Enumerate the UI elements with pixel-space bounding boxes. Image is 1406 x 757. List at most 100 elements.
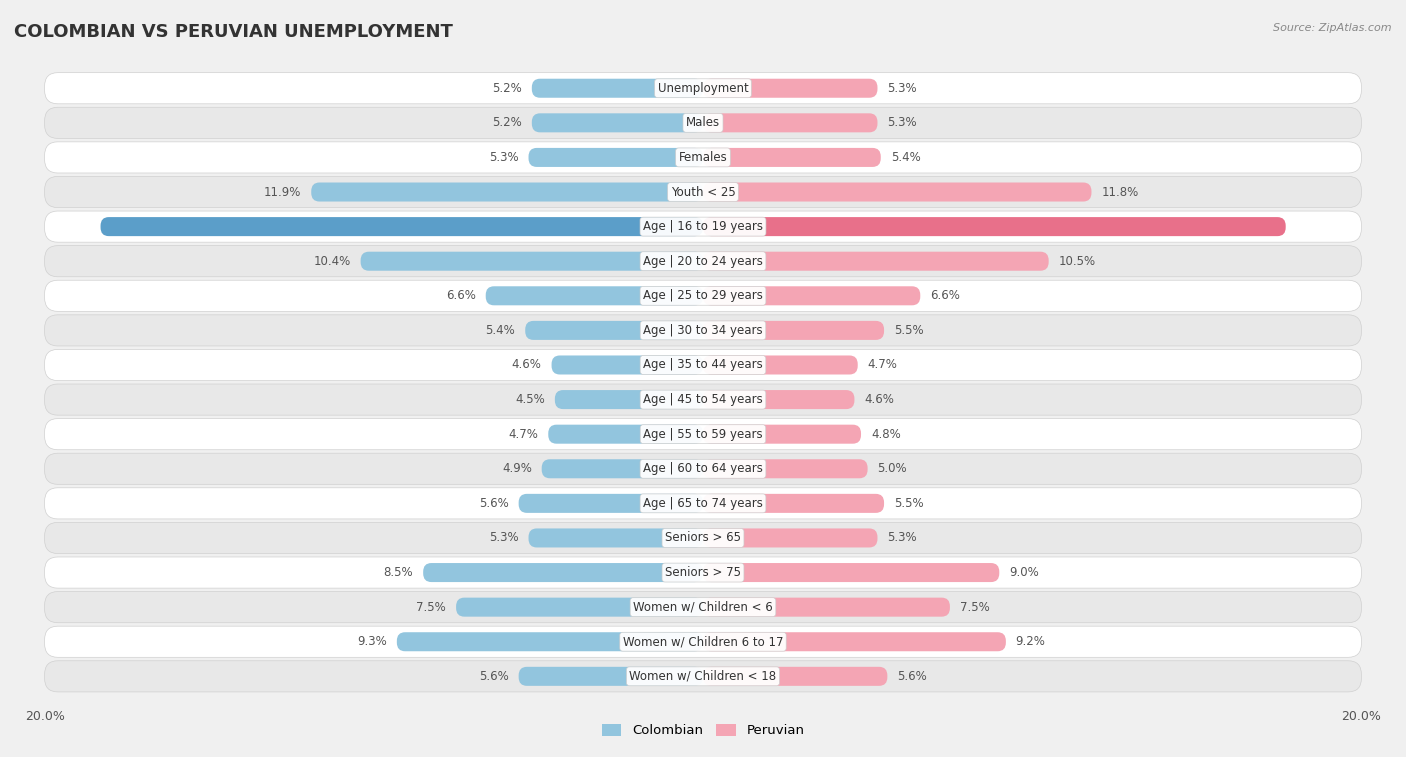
FancyBboxPatch shape (45, 176, 1361, 207)
Text: 18.3%: 18.3% (55, 220, 96, 233)
Text: Age | 65 to 74 years: Age | 65 to 74 years (643, 497, 763, 510)
Text: COLOMBIAN VS PERUVIAN UNEMPLOYMENT: COLOMBIAN VS PERUVIAN UNEMPLOYMENT (14, 23, 453, 41)
Text: 5.6%: 5.6% (479, 670, 509, 683)
Text: Women w/ Children 6 to 17: Women w/ Children 6 to 17 (623, 635, 783, 648)
FancyBboxPatch shape (555, 390, 703, 409)
Text: 5.4%: 5.4% (890, 151, 921, 164)
FancyBboxPatch shape (531, 79, 703, 98)
FancyBboxPatch shape (548, 425, 703, 444)
FancyBboxPatch shape (703, 182, 1091, 201)
FancyBboxPatch shape (101, 217, 703, 236)
FancyBboxPatch shape (45, 488, 1361, 519)
FancyBboxPatch shape (45, 661, 1361, 692)
FancyBboxPatch shape (703, 356, 858, 375)
Text: 5.3%: 5.3% (489, 531, 519, 544)
Text: 4.5%: 4.5% (515, 393, 546, 406)
FancyBboxPatch shape (311, 182, 703, 201)
Text: Source: ZipAtlas.com: Source: ZipAtlas.com (1274, 23, 1392, 33)
FancyBboxPatch shape (703, 251, 1049, 271)
FancyBboxPatch shape (45, 107, 1361, 139)
Text: 11.8%: 11.8% (1101, 185, 1139, 198)
Text: Age | 35 to 44 years: Age | 35 to 44 years (643, 359, 763, 372)
FancyBboxPatch shape (703, 217, 1285, 236)
FancyBboxPatch shape (423, 563, 703, 582)
FancyBboxPatch shape (45, 384, 1361, 415)
FancyBboxPatch shape (45, 211, 1361, 242)
FancyBboxPatch shape (519, 667, 703, 686)
Text: 9.3%: 9.3% (357, 635, 387, 648)
FancyBboxPatch shape (703, 148, 880, 167)
FancyBboxPatch shape (45, 419, 1361, 450)
FancyBboxPatch shape (45, 350, 1361, 381)
FancyBboxPatch shape (45, 591, 1361, 623)
Text: 4.6%: 4.6% (865, 393, 894, 406)
FancyBboxPatch shape (485, 286, 703, 305)
Text: 5.3%: 5.3% (489, 151, 519, 164)
FancyBboxPatch shape (703, 286, 921, 305)
FancyBboxPatch shape (703, 667, 887, 686)
Text: 7.5%: 7.5% (416, 600, 446, 614)
Text: Women w/ Children < 18: Women w/ Children < 18 (630, 670, 776, 683)
Text: 10.5%: 10.5% (1059, 254, 1095, 268)
FancyBboxPatch shape (456, 597, 703, 617)
Text: 5.3%: 5.3% (887, 117, 917, 129)
FancyBboxPatch shape (45, 315, 1361, 346)
FancyBboxPatch shape (45, 522, 1361, 553)
Text: 6.6%: 6.6% (931, 289, 960, 302)
Text: 17.7%: 17.7% (1310, 220, 1351, 233)
Text: 6.6%: 6.6% (446, 289, 475, 302)
FancyBboxPatch shape (45, 142, 1361, 173)
Text: Seniors > 65: Seniors > 65 (665, 531, 741, 544)
FancyBboxPatch shape (703, 79, 877, 98)
Text: Youth < 25: Youth < 25 (671, 185, 735, 198)
Text: 4.7%: 4.7% (868, 359, 897, 372)
Text: 5.6%: 5.6% (479, 497, 509, 510)
Text: Age | 30 to 34 years: Age | 30 to 34 years (643, 324, 763, 337)
FancyBboxPatch shape (45, 245, 1361, 277)
Text: 4.9%: 4.9% (502, 463, 531, 475)
FancyBboxPatch shape (45, 626, 1361, 657)
FancyBboxPatch shape (45, 280, 1361, 311)
Text: 5.0%: 5.0% (877, 463, 907, 475)
Text: 4.6%: 4.6% (512, 359, 541, 372)
FancyBboxPatch shape (703, 528, 877, 547)
Text: Unemployment: Unemployment (658, 82, 748, 95)
Text: Seniors > 75: Seniors > 75 (665, 566, 741, 579)
FancyBboxPatch shape (519, 494, 703, 513)
Text: Males: Males (686, 117, 720, 129)
Text: 9.2%: 9.2% (1015, 635, 1046, 648)
FancyBboxPatch shape (531, 114, 703, 132)
Text: 11.9%: 11.9% (264, 185, 301, 198)
FancyBboxPatch shape (703, 321, 884, 340)
Text: Age | 20 to 24 years: Age | 20 to 24 years (643, 254, 763, 268)
FancyBboxPatch shape (703, 114, 877, 132)
Text: Age | 25 to 29 years: Age | 25 to 29 years (643, 289, 763, 302)
Text: Females: Females (679, 151, 727, 164)
FancyBboxPatch shape (45, 557, 1361, 588)
FancyBboxPatch shape (45, 453, 1361, 484)
FancyBboxPatch shape (541, 459, 703, 478)
FancyBboxPatch shape (360, 251, 703, 271)
FancyBboxPatch shape (703, 563, 1000, 582)
Text: Age | 45 to 54 years: Age | 45 to 54 years (643, 393, 763, 406)
Text: Age | 55 to 59 years: Age | 55 to 59 years (643, 428, 763, 441)
Text: 10.4%: 10.4% (314, 254, 350, 268)
Text: 5.4%: 5.4% (485, 324, 516, 337)
FancyBboxPatch shape (529, 148, 703, 167)
Text: 5.5%: 5.5% (894, 324, 924, 337)
Text: 5.5%: 5.5% (894, 497, 924, 510)
FancyBboxPatch shape (45, 73, 1361, 104)
FancyBboxPatch shape (703, 425, 860, 444)
Text: 5.3%: 5.3% (887, 531, 917, 544)
Text: Age | 60 to 64 years: Age | 60 to 64 years (643, 463, 763, 475)
Text: 8.5%: 8.5% (384, 566, 413, 579)
Text: 5.2%: 5.2% (492, 117, 522, 129)
Text: 4.7%: 4.7% (509, 428, 538, 441)
FancyBboxPatch shape (551, 356, 703, 375)
FancyBboxPatch shape (396, 632, 703, 651)
Text: 9.0%: 9.0% (1010, 566, 1039, 579)
Text: 5.6%: 5.6% (897, 670, 927, 683)
FancyBboxPatch shape (703, 632, 1005, 651)
FancyBboxPatch shape (526, 321, 703, 340)
Legend: Colombian, Peruvian: Colombian, Peruvian (596, 718, 810, 743)
